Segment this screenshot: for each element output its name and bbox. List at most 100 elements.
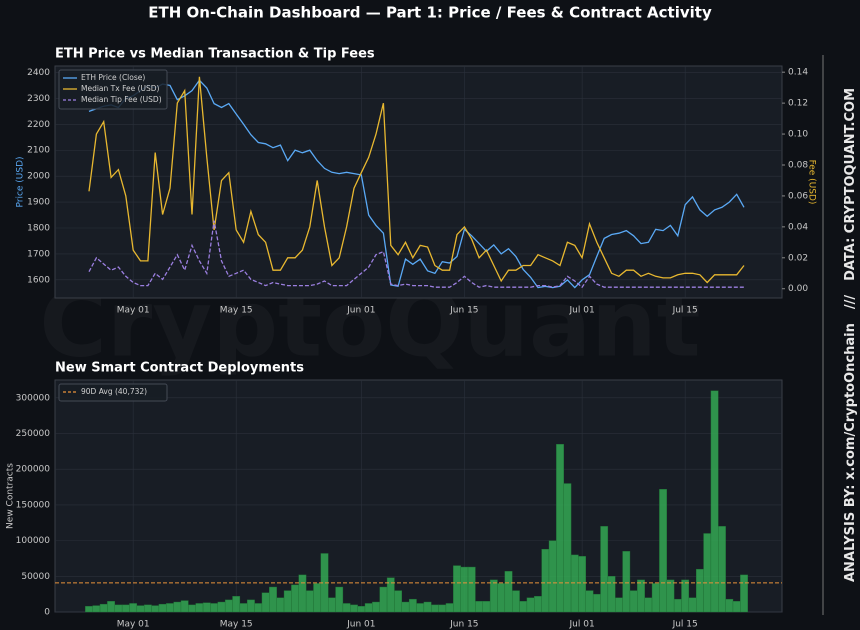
- bar: [526, 597, 535, 613]
- page-title: ETH On-Chain Dashboard — Part 1: Price /…: [148, 4, 712, 22]
- x-tick-label: Jul 01: [569, 306, 595, 316]
- bar: [328, 597, 336, 613]
- bar: [615, 597, 623, 613]
- x-tick-label: Jul 15: [672, 306, 698, 316]
- bar: [136, 605, 145, 613]
- bar: [600, 526, 609, 613]
- bar: [423, 601, 432, 613]
- bar: [158, 603, 167, 613]
- bar: [350, 604, 358, 613]
- bar: [497, 583, 506, 613]
- legend-label: 90D Avg (40,732): [81, 387, 147, 396]
- bar: [688, 597, 697, 613]
- bar: [166, 603, 174, 613]
- legend-box: [58, 383, 168, 402]
- bar: [659, 489, 667, 613]
- y2-tick-label: 0.14: [788, 68, 808, 78]
- bar: [247, 599, 255, 613]
- y-axis-label: New Contracts: [6, 463, 16, 529]
- bar: [519, 601, 528, 613]
- bar: [239, 603, 248, 613]
- bar: [438, 604, 447, 613]
- bar: [180, 600, 189, 613]
- bar: [622, 551, 631, 613]
- bar: [99, 603, 108, 613]
- bar: [585, 590, 594, 613]
- bar: [121, 604, 130, 613]
- credits: ANALYSIS BY: x.com/CryptoOnchain /// DATA:…: [843, 88, 858, 582]
- bar: [210, 603, 219, 613]
- chart-title: New Smart Contract Deployments: [55, 361, 304, 376]
- bar: [556, 444, 564, 613]
- bar: [357, 606, 366, 613]
- y-tick-label: 250000: [16, 429, 51, 439]
- bar: [379, 586, 388, 613]
- y-tick-label: 50000: [21, 572, 50, 582]
- bar: [107, 601, 115, 613]
- bar: [431, 604, 439, 613]
- x-tick-label: May 15: [220, 620, 253, 630]
- y-axis-label: Price (USD): [16, 156, 26, 207]
- y-tick-label: 1700: [27, 249, 50, 259]
- legend-label: ETH Price (Close): [81, 73, 145, 82]
- bar: [504, 571, 513, 613]
- series-line: [88, 79, 745, 289]
- bar: [151, 605, 160, 613]
- bar: [666, 579, 675, 613]
- y-tick-label: 1800: [27, 224, 50, 234]
- bar: [283, 590, 292, 613]
- bar: [453, 565, 461, 613]
- bar: [188, 604, 196, 613]
- bar: [408, 598, 417, 613]
- y2-tick-label: 0.10: [788, 130, 808, 140]
- bar: [460, 566, 469, 613]
- bar: [269, 586, 277, 613]
- x-tick-label: Jun 15: [449, 306, 478, 316]
- y-tick-label: 2300: [27, 94, 50, 104]
- bar: [143, 604, 152, 613]
- bar: [224, 599, 233, 613]
- bar: [489, 579, 498, 613]
- bar: [217, 601, 226, 613]
- y-tick-label: 1900: [27, 198, 50, 208]
- bar: [534, 596, 542, 613]
- bar: [512, 590, 520, 613]
- bar: [570, 554, 579, 613]
- bar: [445, 603, 454, 613]
- bar: [651, 583, 660, 613]
- x-tick-label: Jun 01: [346, 306, 375, 316]
- bar: [637, 579, 645, 613]
- y-tick-label: 2100: [27, 146, 50, 156]
- bar: [372, 601, 380, 613]
- bar: [276, 597, 285, 613]
- bar: [607, 576, 616, 613]
- series-line: [88, 76, 745, 284]
- y-tick-label: 200000: [16, 465, 51, 475]
- bar: [401, 601, 410, 613]
- bar: [92, 605, 101, 613]
- bar: [291, 584, 299, 613]
- bar: [335, 586, 344, 613]
- x-tick-label: Jun 01: [346, 620, 375, 630]
- bar: [732, 601, 741, 613]
- bar: [475, 601, 483, 613]
- bar: [696, 568, 704, 613]
- bar: [261, 592, 270, 613]
- bar: [725, 598, 734, 613]
- bar: [114, 604, 123, 613]
- bar: [592, 593, 601, 613]
- y-tick-label: 2000: [27, 172, 50, 182]
- bar: [173, 601, 182, 613]
- bar: [644, 597, 653, 613]
- bar: [313, 583, 322, 613]
- y-tick-label: 2200: [27, 120, 50, 130]
- legend-box: [58, 69, 168, 110]
- y-tick-label: 150000: [16, 500, 51, 510]
- x-tick-label: May 01: [117, 306, 150, 316]
- y2-tick-label: 0.02: [788, 253, 808, 263]
- bar: [394, 590, 403, 613]
- bar: [416, 603, 425, 613]
- bar: [718, 526, 726, 613]
- bar: [232, 596, 241, 613]
- bar: [673, 598, 682, 613]
